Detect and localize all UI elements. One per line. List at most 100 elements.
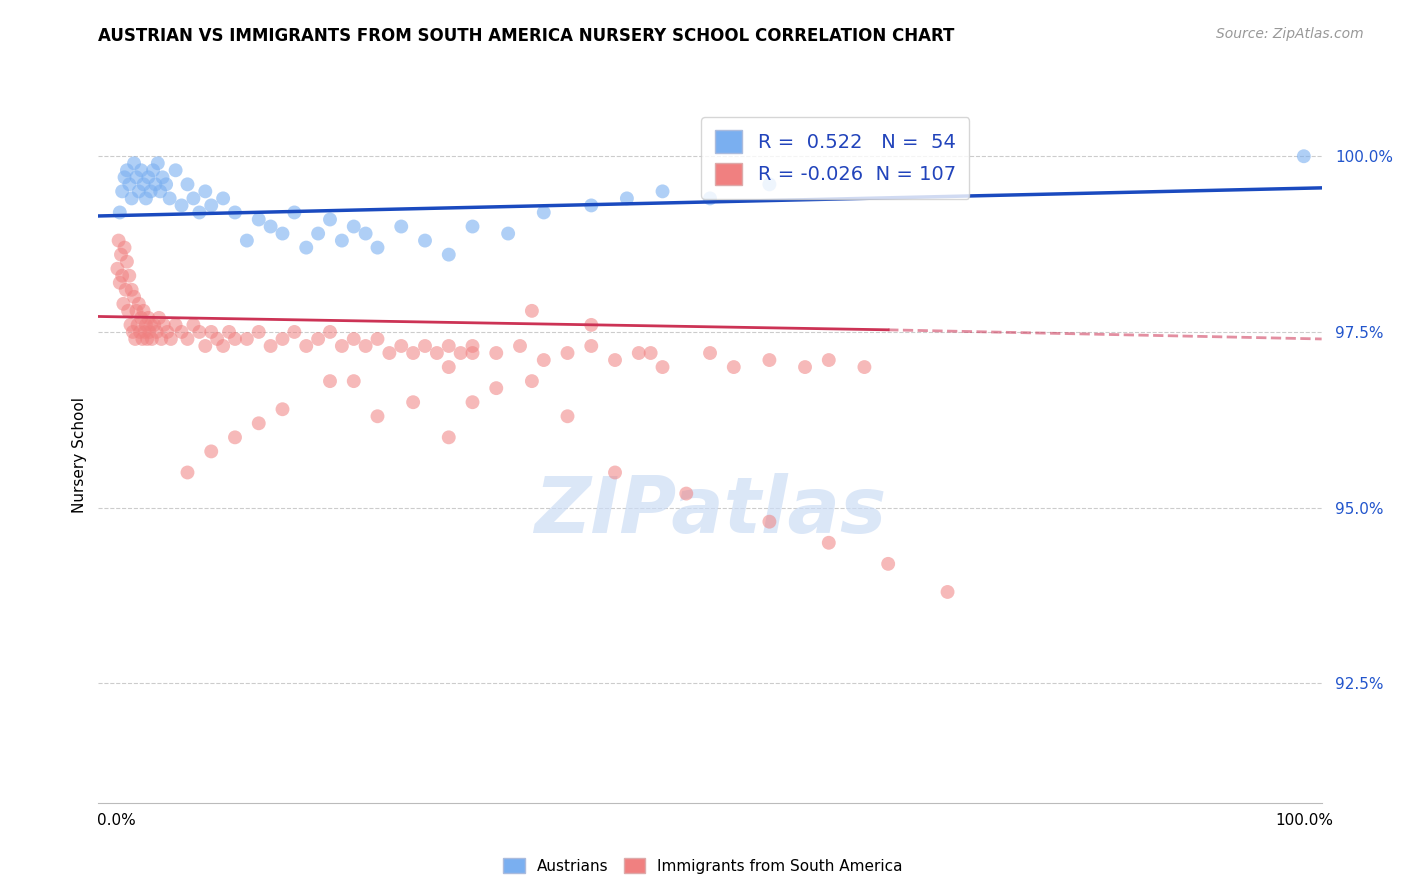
Point: [758, 178, 780, 192]
Point: [156, 325, 179, 339]
Point: [758, 353, 780, 368]
Point: [402, 395, 425, 409]
Point: [366, 332, 388, 346]
Point: [496, 227, 519, 241]
Point: [1292, 149, 1315, 163]
Point: [259, 219, 281, 234]
Text: AUSTRIAN VS IMMIGRANTS FROM SOUTH AMERICA NURSERY SCHOOL CORRELATION CHART: AUSTRIAN VS IMMIGRANTS FROM SOUTH AMERIC…: [98, 27, 955, 45]
Point: [675, 486, 697, 500]
Legend: Austrians, Immigrants from South America: Austrians, Immigrants from South America: [498, 852, 908, 880]
Point: [115, 254, 138, 268]
Point: [120, 318, 142, 332]
Point: [936, 585, 959, 599]
Point: [200, 444, 222, 458]
Point: [170, 325, 193, 339]
Point: [131, 332, 153, 346]
Point: [135, 318, 157, 332]
Point: [176, 178, 198, 192]
Point: [450, 346, 472, 360]
Point: [129, 310, 152, 325]
Point: [307, 332, 329, 346]
Point: [139, 318, 162, 332]
Point: [319, 374, 342, 388]
Point: [557, 346, 579, 360]
Point: [354, 339, 377, 353]
Point: [108, 205, 131, 219]
Point: [557, 409, 579, 424]
Point: [112, 297, 135, 311]
Point: [794, 360, 817, 375]
Point: [143, 318, 166, 332]
Point: [603, 466, 626, 480]
Point: [205, 332, 228, 346]
Point: [136, 170, 159, 185]
Point: [188, 325, 211, 339]
Point: [176, 332, 198, 346]
Point: [142, 163, 165, 178]
Point: [247, 212, 270, 227]
Point: [148, 310, 170, 325]
Point: [461, 346, 484, 360]
Point: [437, 360, 460, 375]
Point: [413, 339, 436, 353]
Point: [354, 227, 377, 241]
Point: [485, 381, 508, 395]
Point: [343, 332, 366, 346]
Point: [271, 332, 294, 346]
Point: [183, 318, 205, 332]
Point: [118, 268, 141, 283]
Point: [295, 339, 318, 353]
Point: [170, 198, 193, 212]
Point: [107, 261, 129, 276]
Point: [283, 325, 305, 339]
Point: [817, 535, 839, 549]
Point: [165, 318, 187, 332]
Point: [461, 219, 484, 234]
Point: [117, 303, 139, 318]
Point: [152, 318, 174, 332]
Point: [132, 303, 155, 318]
Point: [509, 339, 531, 353]
Point: [402, 346, 425, 360]
Point: [699, 191, 721, 205]
Point: [627, 346, 650, 360]
Point: [651, 185, 673, 199]
Point: [139, 185, 162, 199]
Point: [461, 339, 484, 353]
Point: [366, 409, 388, 424]
Point: [437, 247, 460, 261]
Point: [343, 219, 366, 234]
Point: [723, 360, 745, 375]
Point: [224, 205, 246, 219]
Point: [758, 515, 780, 529]
Point: [343, 374, 366, 388]
Point: [224, 332, 246, 346]
Point: [149, 185, 172, 199]
Point: [319, 325, 342, 339]
Point: [378, 346, 401, 360]
Point: [125, 170, 148, 185]
Point: [200, 325, 222, 339]
Point: [485, 346, 508, 360]
Point: [259, 339, 281, 353]
Point: [330, 234, 353, 248]
Point: [236, 234, 259, 248]
Point: [150, 332, 173, 346]
Point: [145, 178, 167, 192]
Point: [122, 290, 145, 304]
Point: [877, 557, 900, 571]
Point: [176, 466, 198, 480]
Point: [212, 191, 235, 205]
Point: [319, 212, 342, 227]
Point: [183, 191, 205, 205]
Point: [110, 247, 132, 261]
Point: [121, 325, 143, 339]
Point: [155, 178, 177, 192]
Point: [108, 276, 131, 290]
Point: [389, 339, 412, 353]
Point: [122, 156, 145, 170]
Point: [152, 170, 174, 185]
Legend: R =  0.522   N =  54, R = -0.026  N = 107: R = 0.522 N = 54, R = -0.026 N = 107: [702, 117, 969, 199]
Point: [218, 325, 240, 339]
Point: [136, 310, 159, 325]
